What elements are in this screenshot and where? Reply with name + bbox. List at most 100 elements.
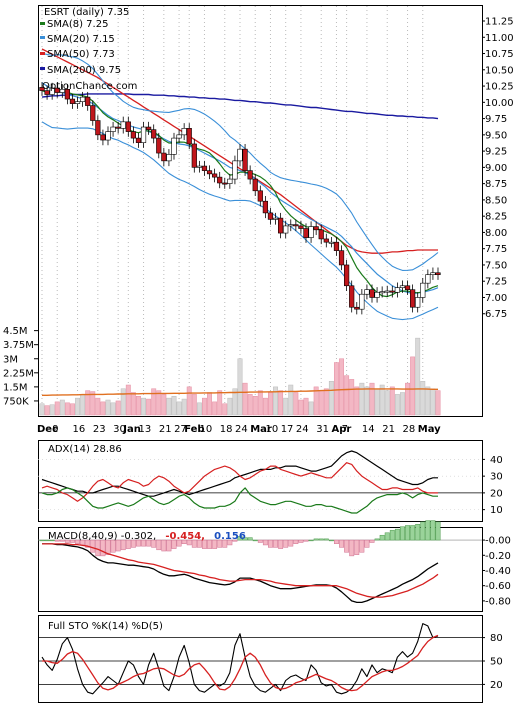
price-tick-label: 9.00: [485, 163, 507, 174]
candle-body: [379, 291, 385, 294]
adx-lines: [38, 450, 482, 514]
candle-body: [257, 190, 263, 202]
volume-tick-label: 3.75M: [3, 340, 34, 351]
macd-histogram-bar: [415, 524, 421, 541]
stochastic-k-line: [41, 623, 439, 695]
candle-body: [333, 241, 340, 251]
macd-histogram-bar: [222, 539, 228, 548]
volume-average-line: [42, 388, 438, 396]
volume-bar: [176, 401, 182, 416]
macd-histogram-bar: [268, 539, 273, 548]
volume-tick-label: 4.5M: [3, 326, 28, 337]
candle-body: [39, 87, 45, 91]
candle-body: [247, 170, 253, 180]
candle-body: [74, 101, 81, 104]
macd-histogram-bar: [115, 539, 121, 552]
macd-histogram-bar: [186, 539, 192, 546]
macd-line: [42, 543, 439, 604]
macd-y-axis: -0.00 -0.20 -0.40 -0.60 -0.80: [482, 536, 511, 607]
date-tick-label: May: [418, 424, 441, 435]
macd-panel: -0.00 -0.20 -0.40 -0.60 -0.80 MACD(8,40,9) -…: [38, 520, 511, 612]
volume-bar: [105, 399, 111, 416]
price-tick-label: 9.25: [485, 147, 507, 158]
adx-tick-label: 30: [490, 472, 503, 483]
candle-body: [54, 87, 60, 93]
stochastic-d-line: [42, 634, 439, 692]
candle-body: [420, 282, 426, 298]
legend-sma8: SMA(8) 7.25: [47, 19, 108, 30]
volume-bar: [318, 390, 324, 416]
macd-histogram-bar: [232, 539, 238, 542]
candle-body: [435, 272, 441, 276]
macd-histogram-bar: [384, 532, 390, 541]
legend-swatch-sma20: [40, 36, 45, 39]
macd-histogram-bar: [354, 539, 360, 555]
date-tick-label: 23: [93, 424, 106, 435]
macd-tick-label: -0.40: [485, 566, 511, 577]
macd-histogram-bar: [313, 538, 319, 541]
price-tick-label: 7.50: [485, 260, 507, 271]
date-tick-label: 21: [159, 424, 172, 435]
macd-histogram-bar: [217, 539, 223, 548]
macd-histogram-bar: [400, 526, 405, 541]
volume-bar: [85, 390, 91, 416]
candle-body: [349, 285, 355, 308]
volume-bar: [136, 396, 141, 416]
macd-histogram-bar: [70, 539, 75, 543]
legend-sma200: SMA(200) 9.75: [47, 65, 121, 76]
legend: SMA(8) 7.25 SMA(20) 7.15 SMA(50) 7.73 SM…: [40, 19, 121, 76]
macd-histogram-bar: [100, 539, 106, 557]
candle-body: [328, 241, 334, 244]
macd-histogram-bar: [262, 539, 268, 546]
macd-histogram-bar: [273, 539, 278, 548]
adx-panel: 40 30 20 10 ADX(14) 28.86: [38, 440, 503, 522]
macd-histogram-bar: [242, 537, 248, 541]
candle-body: [115, 126, 121, 129]
volume-bar: [344, 375, 350, 416]
volume-bar: [354, 386, 360, 416]
macd-histogram-bar: [364, 539, 370, 548]
candle-body: [252, 178, 258, 192]
macd-series: [38, 520, 482, 604]
price-tick-label: 6.75: [485, 309, 507, 320]
macd-histogram-bar: [379, 534, 385, 541]
macd-histogram-bar: [237, 536, 243, 541]
stochastic-tick-label: 80: [490, 633, 503, 644]
date-tick-label: Jan: [122, 424, 141, 435]
watermark: OptionChance.com: [42, 81, 137, 92]
candle-body: [156, 137, 162, 154]
volume-bar: [125, 384, 131, 416]
price-tick-label: 9.75: [485, 114, 507, 125]
candle-body: [313, 226, 319, 231]
date-tick-label: 27: [174, 424, 187, 435]
macd-histogram-bar: [344, 539, 350, 553]
candle-body: [120, 121, 126, 129]
candle-body: [278, 217, 284, 234]
volume-bar: [222, 403, 228, 416]
candle-body: [288, 224, 294, 227]
volume-bar: [115, 400, 121, 416]
volume-bar: [420, 381, 426, 416]
macd-histogram-bar: [420, 521, 426, 541]
date-tick-label: 10: [199, 424, 212, 435]
candle-body: [222, 182, 228, 185]
stochastic-tick-label: 20: [490, 680, 503, 691]
price-tick-label: 10.50: [485, 65, 514, 76]
price-tick-label: 7.25: [485, 277, 507, 288]
legend-swatch-sma50: [40, 52, 45, 55]
volume-bar: [313, 386, 319, 416]
macd-label-prefix: MACD(8,40,9) -0.302,: [48, 531, 156, 542]
candle-body: [95, 120, 101, 136]
price-panel-frame: [38, 5, 483, 417]
price-grid: [41, 6, 424, 416]
macd-histogram-bar: [308, 539, 314, 542]
candle-body: [262, 200, 268, 214]
sma50-line: [41, 48, 438, 254]
date-tick-label: 28: [403, 424, 416, 435]
macd-tick-label: -0.60: [485, 581, 511, 592]
candle-body: [69, 98, 76, 104]
date-tick-label: Mar: [250, 424, 272, 435]
legend-sma50: SMA(50) 7.73: [47, 49, 115, 60]
volume-bar: [64, 402, 70, 416]
price-tick-label: 8.75: [485, 179, 507, 190]
